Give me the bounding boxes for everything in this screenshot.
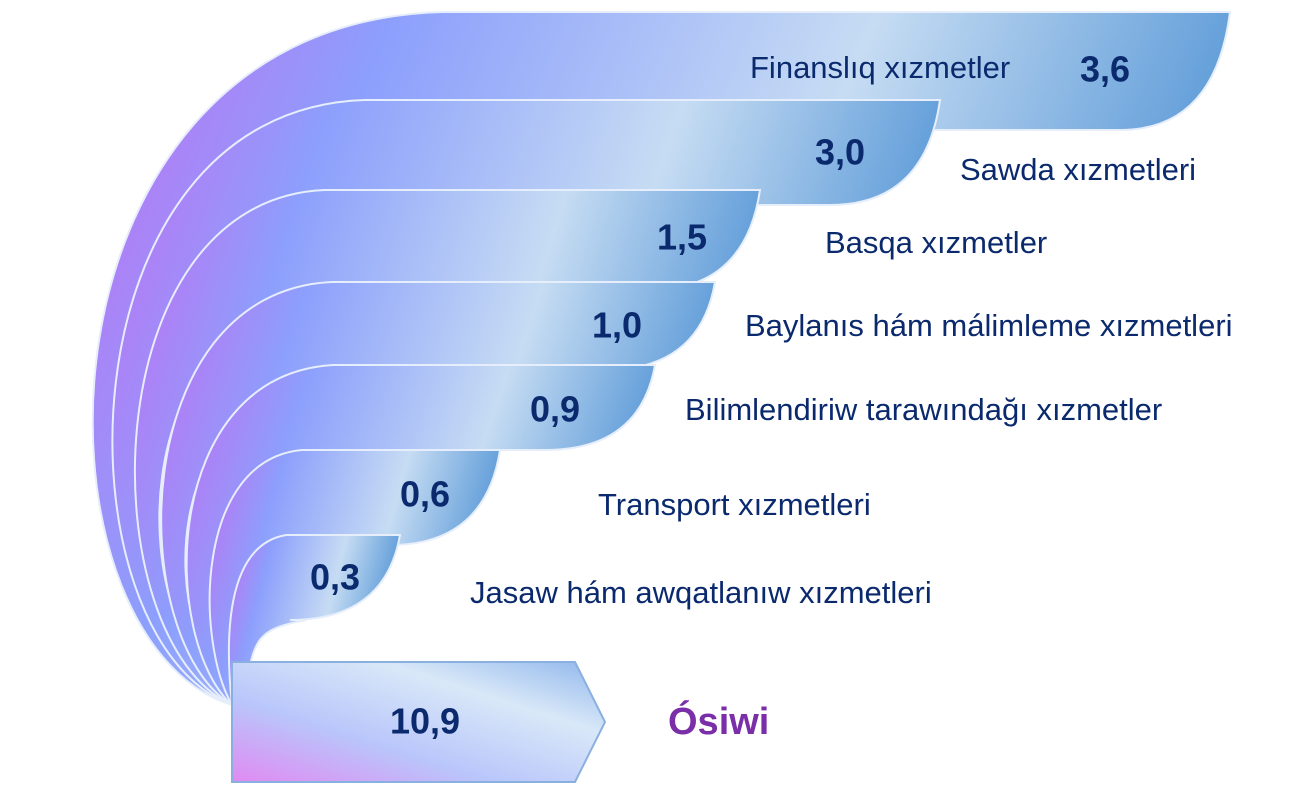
item-value: 1,0 [592, 305, 642, 346]
item-label: Sawda xızmetleri [960, 152, 1196, 187]
total-box [231, 661, 607, 783]
item-label: Bilimlendiriw tarawındağı xızmetler [685, 392, 1162, 427]
item-value: 0,9 [530, 389, 580, 430]
band [227, 534, 402, 706]
total-value: 10,9 [390, 701, 460, 742]
item-value: 1,5 [657, 217, 707, 258]
item-value: 3,6 [1080, 49, 1130, 90]
item-label: Finanslıq xızmetler [750, 50, 1010, 85]
item-label: Baylanıs hám málimleme xızmetleri [745, 308, 1233, 343]
item-label: Basqa xızmetler [825, 225, 1047, 260]
item-label: Jasaw hám awqatlanıw xızmetleri [470, 575, 932, 610]
item-value: 3,0 [815, 132, 865, 173]
item-value: 0,6 [400, 474, 450, 515]
band [133, 189, 762, 706]
item-value: 0,3 [310, 557, 360, 598]
item-label: Transport xızmetleri [598, 487, 871, 522]
total-label: Ósiwi [668, 699, 769, 743]
